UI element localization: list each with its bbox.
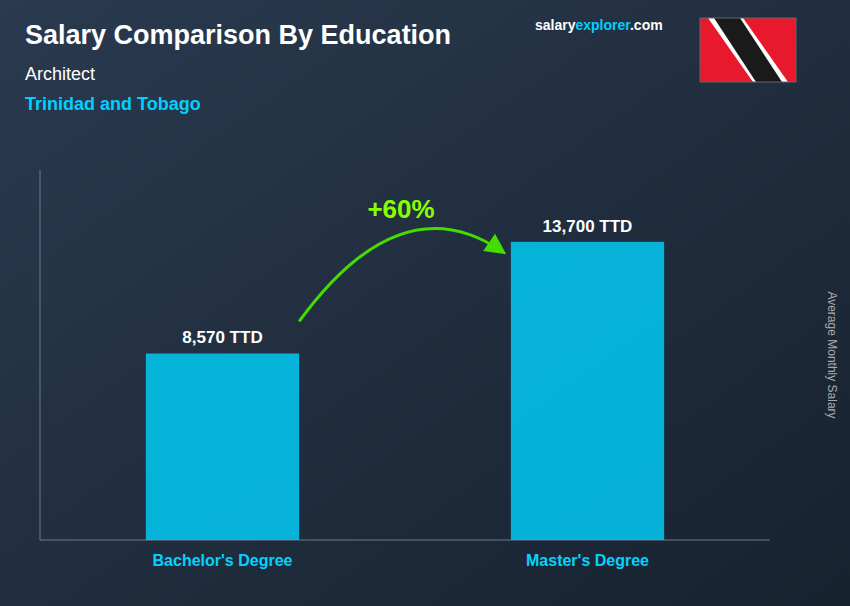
change-arrow (299, 228, 503, 321)
y-label: Average Monthly Salary (825, 291, 839, 418)
flag-stripe (714, 18, 782, 82)
category-label: Master's Degree (526, 552, 649, 569)
bar (146, 353, 299, 540)
change-label: +60% (367, 194, 434, 224)
data-label: 8,570 TTD (182, 328, 262, 347)
data-label: 13,700 TTD (543, 217, 633, 236)
subtitle: Architect (25, 64, 95, 84)
bar (511, 242, 664, 540)
source-part: salary (535, 17, 576, 33)
title: Salary Comparison By Education (25, 20, 451, 50)
source-part: explorer (575, 17, 631, 33)
bars (146, 242, 664, 540)
background (0, 0, 850, 606)
subtitle: Trinidad and Tobago (25, 94, 201, 114)
source: salaryexplorer.com (535, 17, 663, 33)
flag-field (700, 18, 796, 82)
y-axis (40, 170, 41, 540)
flag-border (700, 18, 796, 82)
flag (700, 18, 796, 82)
category-label: Bachelor's Degree (153, 552, 293, 569)
flag-stripe (708, 18, 788, 82)
source-part: .com (630, 17, 663, 33)
